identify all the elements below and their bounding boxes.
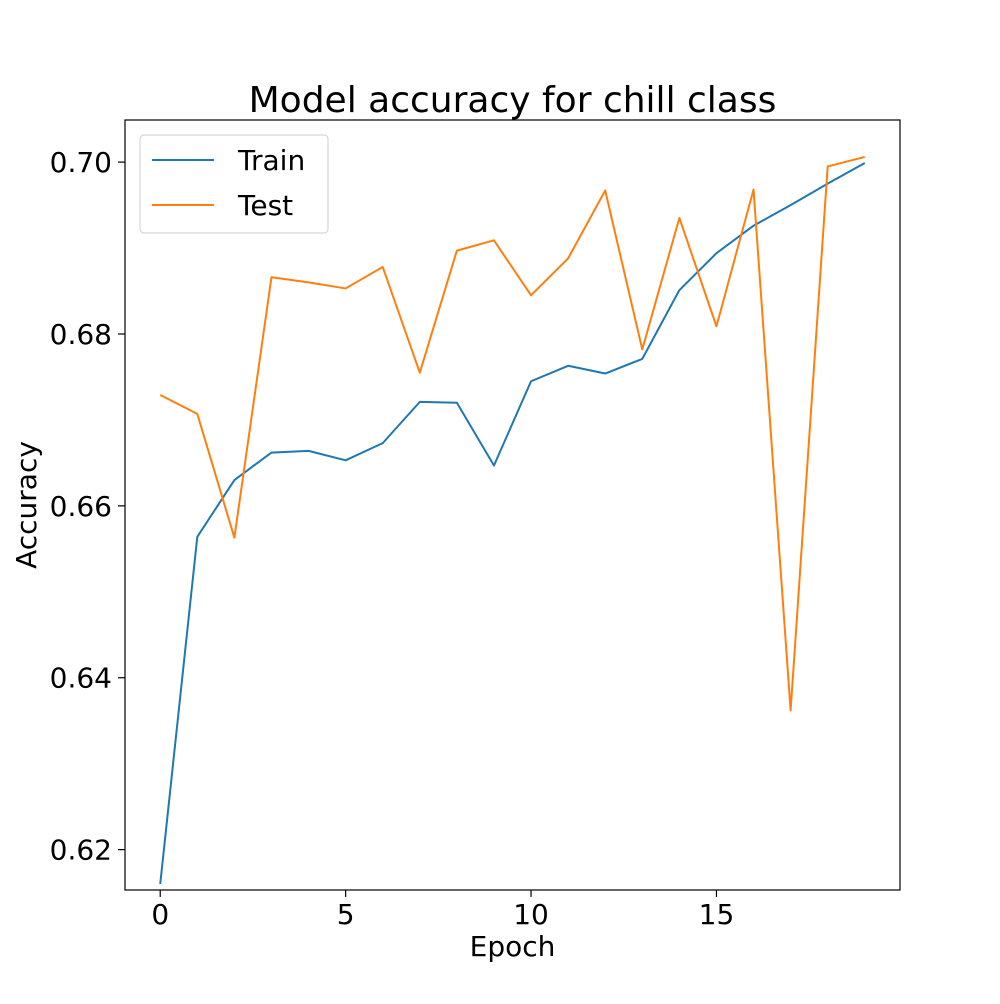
x-tick-label: 15 bbox=[699, 898, 735, 931]
y-tick-label: 0.68 bbox=[50, 318, 112, 351]
series-line-test bbox=[160, 157, 865, 710]
x-tick-label: 0 bbox=[151, 898, 169, 931]
y-tick-label: 0.64 bbox=[50, 662, 112, 695]
y-axis-label: Accuracy bbox=[10, 441, 43, 569]
x-tick-label: 5 bbox=[337, 898, 355, 931]
plot-frame bbox=[125, 120, 900, 890]
legend-label-train: Train bbox=[237, 144, 305, 177]
y-tick-label: 0.70 bbox=[50, 146, 112, 179]
plot-area: 0 5 10 15 0.62 0.64 0.66 0.68 0.70 Train Test bbox=[50, 120, 900, 931]
chart-title: Model accuracy for chill class bbox=[249, 80, 777, 121]
legend: Train Test bbox=[140, 135, 328, 233]
y-tick-label: 0.66 bbox=[50, 490, 112, 523]
x-tick-label: 10 bbox=[513, 898, 549, 931]
y-tick-label: 0.62 bbox=[50, 834, 112, 867]
x-axis-label: Epoch bbox=[470, 930, 556, 963]
legend-label-test: Test bbox=[237, 189, 293, 222]
